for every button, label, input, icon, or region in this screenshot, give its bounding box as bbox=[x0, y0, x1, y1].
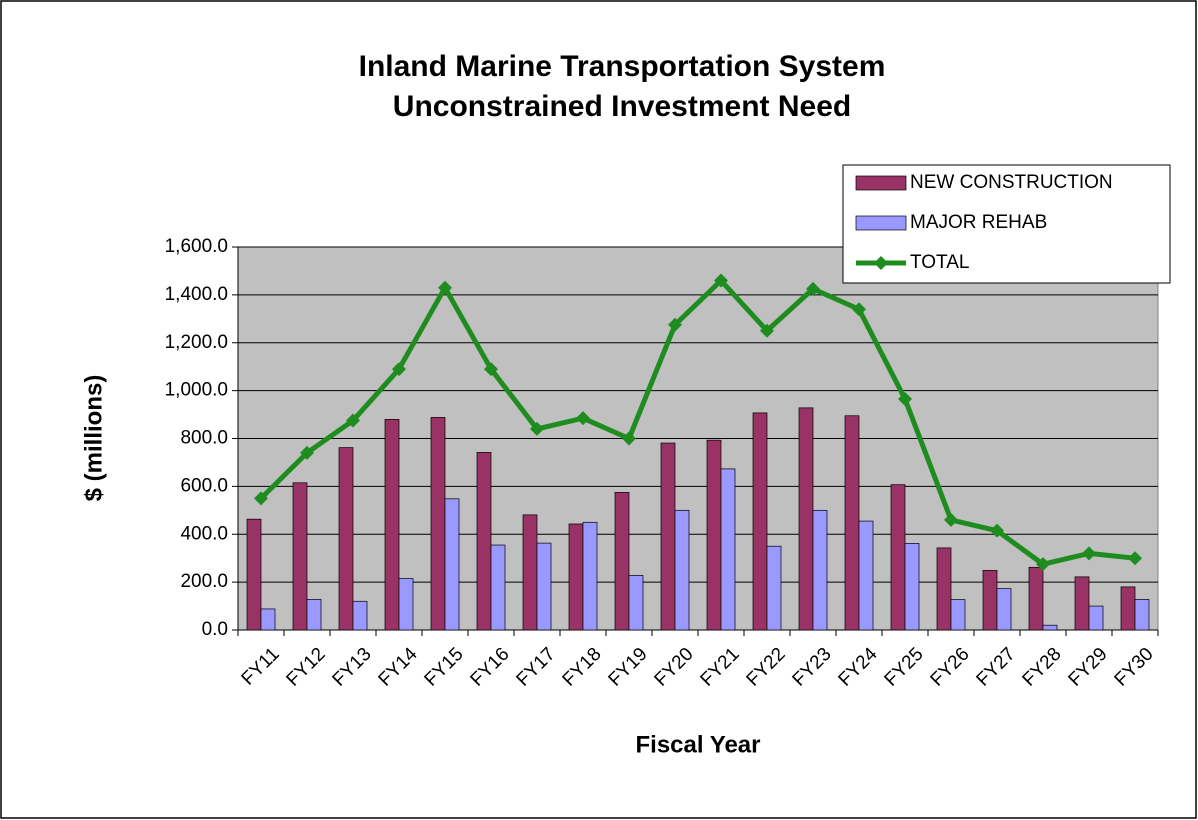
marker bbox=[990, 523, 1004, 538]
marker bbox=[1082, 546, 1096, 561]
marker bbox=[852, 302, 866, 317]
bar bbox=[490, 544, 506, 631]
bar bbox=[1074, 576, 1090, 631]
legend-label: NEW CONSTRUCTION bbox=[910, 172, 1113, 193]
y-tick-label: 800.0 bbox=[180, 428, 228, 449]
bar bbox=[444, 498, 460, 631]
marker bbox=[530, 421, 544, 436]
marker bbox=[576, 411, 590, 426]
y-tick-label: 1,200.0 bbox=[165, 332, 228, 353]
bar bbox=[1134, 599, 1150, 631]
marker bbox=[300, 445, 314, 460]
bar bbox=[306, 599, 322, 631]
bar bbox=[674, 509, 690, 631]
bar bbox=[260, 608, 276, 631]
marker bbox=[254, 491, 268, 506]
bar bbox=[950, 599, 966, 631]
bar bbox=[798, 407, 814, 631]
y-tick-label: 400.0 bbox=[180, 523, 228, 544]
bar bbox=[292, 482, 308, 631]
chart-title: Inland Marine Transportation System bbox=[359, 50, 886, 83]
bar bbox=[904, 542, 920, 631]
y-tick-label: 1,600.0 bbox=[165, 236, 228, 257]
bar bbox=[982, 570, 998, 631]
bar bbox=[536, 542, 552, 631]
bar bbox=[766, 545, 782, 631]
bar bbox=[660, 442, 676, 631]
bar bbox=[568, 523, 584, 631]
marker bbox=[438, 280, 452, 295]
line bbox=[259, 278, 1136, 567]
bar bbox=[706, 439, 722, 631]
marker bbox=[760, 323, 774, 338]
bar bbox=[812, 509, 828, 631]
y-tick-label: 200.0 bbox=[180, 571, 228, 592]
bar bbox=[338, 447, 354, 631]
bar bbox=[844, 415, 860, 631]
marker bbox=[1036, 557, 1050, 572]
marker bbox=[484, 362, 498, 377]
marker bbox=[944, 512, 958, 527]
y-tick-label: 1,000.0 bbox=[165, 380, 228, 401]
x-axis-label: Fiscal Year bbox=[636, 731, 761, 758]
legend-label: TOTAL bbox=[910, 252, 969, 273]
bar bbox=[1028, 566, 1044, 631]
marker bbox=[898, 392, 912, 407]
marker bbox=[346, 413, 360, 428]
marker bbox=[622, 431, 636, 446]
legend-label: MAJOR REHAB bbox=[910, 212, 1047, 233]
bar bbox=[628, 575, 644, 631]
bar bbox=[1120, 586, 1136, 631]
legend-swatch bbox=[855, 175, 907, 191]
marker bbox=[668, 317, 682, 332]
legend-swatch bbox=[855, 215, 907, 231]
bar bbox=[582, 521, 598, 631]
y-tick-label: 1,400.0 bbox=[165, 284, 228, 305]
bar bbox=[752, 412, 768, 631]
marker bbox=[714, 273, 728, 288]
marker bbox=[392, 362, 406, 377]
bar bbox=[352, 600, 368, 631]
bar bbox=[246, 518, 262, 631]
bar bbox=[890, 484, 906, 631]
y-tick-label: 600.0 bbox=[180, 475, 228, 496]
marker bbox=[1128, 551, 1142, 566]
bar bbox=[522, 514, 538, 631]
legend-marker bbox=[874, 256, 888, 270]
chart-subtitle: Unconstrained Investment Need bbox=[393, 90, 851, 123]
bar bbox=[936, 547, 952, 631]
y-tick-label: 0.0 bbox=[202, 619, 228, 640]
bar bbox=[430, 417, 446, 631]
bar bbox=[614, 492, 630, 631]
bar bbox=[996, 588, 1012, 631]
bar bbox=[384, 419, 400, 631]
bar bbox=[720, 468, 736, 631]
bar bbox=[1088, 605, 1104, 631]
y-axis-label: $ (millions) bbox=[80, 375, 107, 502]
bar bbox=[1042, 624, 1058, 631]
marker bbox=[806, 281, 820, 296]
bar bbox=[858, 520, 874, 631]
bar bbox=[476, 452, 492, 631]
bar bbox=[398, 578, 414, 631]
